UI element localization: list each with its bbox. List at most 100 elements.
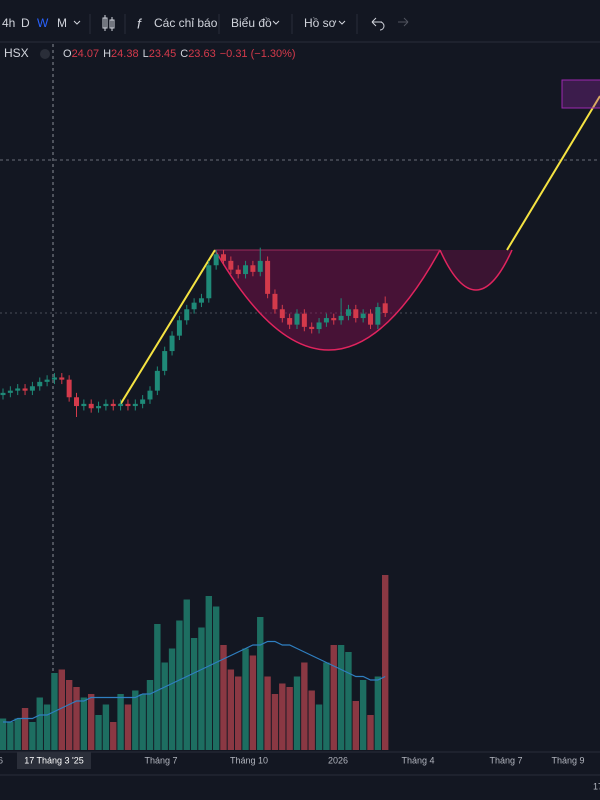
volume-bar	[7, 722, 14, 750]
interval-dropdown[interactable]	[73, 20, 81, 25]
volume-bar	[337, 645, 345, 750]
interval-w[interactable]: W	[37, 16, 49, 30]
volume-bar	[183, 599, 190, 750]
candles	[0, 247, 388, 418]
volume-bar	[176, 620, 183, 750]
target-box	[561, 79, 600, 109]
candle-body	[368, 313, 373, 325]
volume-bar	[168, 648, 176, 750]
candle-body	[0, 392, 6, 396]
candle-body	[228, 260, 234, 270]
volume-bar	[227, 669, 235, 750]
chart-type-button[interactable]	[102, 15, 115, 31]
candle-body	[184, 309, 190, 321]
volume-bar	[73, 687, 80, 750]
toolbar	[0, 0, 600, 42]
candle-body	[250, 265, 256, 272]
volume-bar	[161, 662, 168, 750]
volume-bar	[235, 676, 242, 750]
volume-bar	[257, 617, 264, 750]
volume-bar	[242, 648, 249, 750]
candle-body	[118, 403, 124, 407]
x-tick-label: 17	[593, 781, 600, 791]
interval-m[interactable]: M	[57, 16, 67, 30]
ohlc-value: 24.38	[111, 48, 139, 60]
candle-body	[375, 307, 381, 325]
volume-bar	[88, 694, 95, 750]
candle-body	[176, 320, 182, 336]
candle-body	[74, 397, 79, 407]
x-tick-label: Tháng 9	[551, 755, 584, 765]
candle-body	[44, 379, 50, 382]
x-tick-label: Tháng 7	[489, 755, 522, 765]
volume-bar	[124, 704, 132, 750]
volume-bar	[330, 645, 337, 750]
candle-body	[235, 269, 241, 275]
candle-body	[15, 388, 21, 391]
ohlc-value: 23.63	[188, 48, 216, 60]
candle-body	[81, 403, 87, 407]
candle-body	[59, 377, 65, 380]
undo-button[interactable]	[371, 17, 385, 31]
interval-4h[interactable]: 4h	[2, 16, 15, 30]
x-axis-labels: 6 17 Tháng 3 '25 Tháng 7 Tháng 10 2026 Tháng …	[0, 755, 600, 791]
volume-bar	[279, 683, 286, 750]
volume-bar	[323, 662, 330, 750]
candle-body	[338, 315, 344, 321]
candle-body	[221, 254, 226, 261]
candle-body	[316, 322, 322, 330]
volume-ma-line	[3, 640, 386, 723]
indicators-button[interactable]: Các chỉ báo	[154, 16, 218, 30]
candle-body	[140, 399, 146, 404]
candle-body	[345, 309, 351, 316]
volume-bar	[308, 690, 315, 750]
volume-bar	[43, 704, 51, 750]
volume-bar	[264, 676, 271, 750]
change-value: −0.31 (−1.30%)	[220, 48, 296, 60]
volume-bar	[286, 687, 293, 750]
ohlc-label: O	[63, 48, 72, 60]
handle-curve	[439, 249, 513, 291]
candle-body	[191, 302, 197, 310]
volume-bar	[315, 704, 323, 750]
x-tick-label: Tháng 7	[144, 755, 177, 765]
candle-body	[323, 318, 329, 323]
volume-bar	[65, 680, 73, 750]
volume-bar	[345, 652, 352, 750]
chart-menu-dropdown[interactable]	[272, 20, 280, 25]
ohlc-label: L	[143, 48, 149, 60]
candle-body	[301, 313, 307, 327]
candle-body	[132, 403, 138, 407]
volume-pane	[0, 575, 389, 750]
profile-menu-dropdown[interactable]	[338, 20, 346, 25]
chart-menu[interactable]: Biểu đồ	[231, 16, 272, 30]
x-tick-label: 17 Tháng 3 '25	[24, 755, 84, 765]
volume-bar	[382, 575, 389, 750]
volume-bar	[117, 694, 124, 750]
x-tick-label: Tháng 4	[401, 755, 434, 765]
volume-bar	[110, 722, 117, 750]
candle-body	[103, 403, 109, 407]
indicator-icon[interactable]: f	[137, 16, 143, 32]
candle-body	[125, 403, 131, 407]
profile-menu[interactable]: Hồ sơ	[304, 16, 337, 30]
volume-bar	[146, 680, 154, 750]
candle-body	[147, 390, 153, 400]
candle-body	[22, 388, 28, 391]
redo-button[interactable]	[398, 17, 409, 27]
candle-body	[257, 260, 263, 272]
volume-bar	[198, 627, 205, 750]
ohlc-value: 23.45	[149, 48, 177, 60]
volume-bar	[58, 669, 65, 750]
interval-d[interactable]: D	[21, 16, 30, 30]
volume-bar	[374, 676, 382, 750]
cup-curve	[214, 249, 441, 351]
volume-bar	[359, 680, 367, 750]
candle-body	[51, 377, 57, 380]
ohlc-label: C	[180, 48, 188, 60]
volume-bar	[352, 701, 359, 750]
volume-bar	[293, 676, 301, 750]
volume-bar	[249, 655, 257, 750]
